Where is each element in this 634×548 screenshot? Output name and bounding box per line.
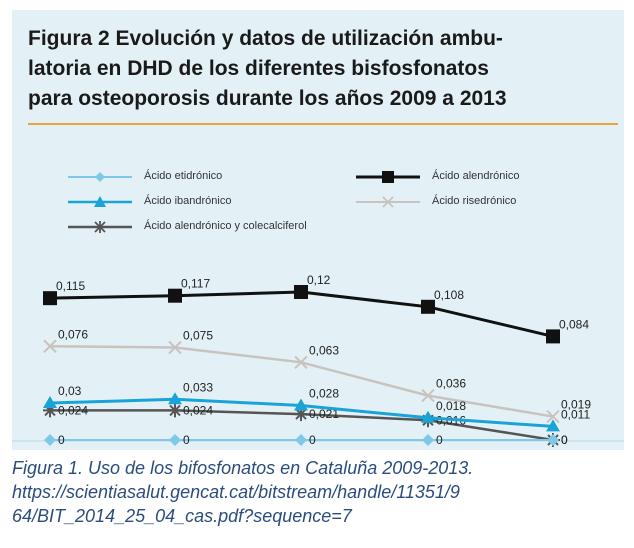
data-point-acido-etidronico (422, 434, 434, 446)
data-point-acido-alendronico (421, 299, 435, 314)
data-point-acido-risedronico (43, 339, 57, 353)
caption-line: https://scientiasalut.gencat.cat/bitstre… (12, 482, 460, 502)
figure-title-line: Figura 2 Evolución y datos de utilizació… (28, 27, 503, 50)
data-point-acido-alendronico (294, 285, 308, 299)
data-label-acido-alendronico-y-colecalciferol: 0,024 (58, 403, 88, 417)
data-point-acido-alendronico (546, 329, 560, 344)
data-point-acido-risedronico (294, 355, 308, 370)
data-label-acido-ibandronico: 0,03 (58, 384, 82, 398)
data-label-acido-risedronico: 0,076 (58, 327, 88, 341)
data-point-acido-risedronico (168, 340, 182, 355)
legend-label: Ácido alendrónico y colecalciferol (144, 220, 307, 232)
data-point-acido-ibandronico (546, 419, 560, 432)
data-label-acido-alendronico: 0,12 (307, 273, 331, 287)
data-point-acido-etidronico (547, 434, 559, 446)
figure-title-line: latoria en DHD de los diferentes bisfosf… (28, 57, 489, 80)
data-point-acido-etidronico (169, 434, 181, 446)
legend-swatch-risedronico (356, 196, 420, 208)
legend-label: Ácido risedrónico (432, 195, 517, 207)
series-acido-risedronico: 0,076 0,075 0,063 0,036 0,019 (43, 327, 591, 424)
figure-title-line: para osteoporosis durante los años 2009 … (28, 87, 507, 110)
data-label-acido-ibandronico: 0,033 (183, 380, 213, 394)
data-label-acido-ibandronico: 0,028 (309, 386, 339, 400)
data-label-acido-etidronico: 0 (561, 433, 568, 447)
legend-swatch-etidronico (68, 172, 132, 182)
series-acido-alendronico: 0,115 0,117 0,12 0,108 0,084 (43, 273, 589, 344)
data-point-acido-ibandronico (421, 410, 435, 423)
data-point-acido-etidronico (295, 434, 307, 446)
series-acido-etidronico: 0 0 0 0 0 (44, 433, 568, 447)
data-point-acido-risedronico (546, 409, 560, 424)
figure-panel: Figura 2 Evolución y datos de utilizació… (12, 10, 624, 450)
data-point-acido-ibandronico (168, 392, 182, 405)
legend-label: Ácido alendrónico (432, 170, 520, 182)
legend-swatch-alendronico-colecalciferol (68, 221, 132, 233)
data-label-acido-alendronico-y-colecalciferol: 0,021 (309, 407, 339, 421)
data-label-acido-risedronico: 0,063 (309, 343, 339, 357)
data-label-acido-ibandronico: 0,011 (561, 407, 590, 421)
data-label-acido-etidronico: 0 (436, 433, 443, 447)
data-label-acido-risedronico: 0,036 (436, 377, 466, 391)
data-point-acido-ibandronico (43, 396, 57, 408)
figure-title: Figura 2 Evolución y datos de utilizació… (28, 24, 618, 114)
data-point-acido-alendronico (168, 288, 182, 303)
data-point-acido-alendronico (43, 291, 57, 306)
legend-swatch-alendronico (356, 171, 420, 183)
caption-line: 64/BIT_2014_25_04_cas.pdf?sequence=7 (12, 506, 352, 526)
data-label-acido-alendronico: 0,115 (56, 279, 85, 293)
data-label-acido-alendronico-y-colecalciferol: 0 (561, 433, 568, 447)
data-point-acido-alendronico-y-colecalciferol (168, 403, 182, 418)
data-label-acido-alendronico-y-colecalciferol: 0,024 (183, 403, 213, 417)
data-label-acido-ibandronico: 0,018 (436, 399, 466, 413)
caption-line: Figura 1. Uso de los bifosfonatos en Cat… (12, 458, 474, 478)
data-label-acido-alendronico: 0,084 (559, 317, 589, 331)
data-label-acido-alendronico: 0,108 (434, 288, 464, 302)
data-label-acido-etidronico: 0 (183, 433, 190, 447)
legend-label: Ácido etidrónico (144, 170, 223, 182)
data-point-acido-etidronico (44, 434, 56, 446)
legend-label: Ácido ibandrónico (144, 195, 232, 207)
data-point-acido-risedronico (421, 388, 435, 403)
data-label-acido-risedronico: 0,075 (183, 329, 213, 343)
data-label-acido-risedronico: 0,019 (561, 398, 591, 412)
line-chart: 0,076 0,075 0,063 0,036 0,019 0,024 0,024 0,021… (12, 273, 624, 447)
data-point-acido-alendronico-y-colecalciferol (43, 403, 57, 418)
data-label-acido-alendronico: 0,117 (181, 277, 210, 291)
figure-caption: Figura 1. Uso de los bifosfonatos en Cat… (12, 456, 624, 528)
series-acido-ibandronico: 0,03 0,033 0,028 0,018 0,011 (43, 380, 590, 432)
data-point-acido-alendronico-y-colecalciferol (294, 407, 308, 422)
title-underline (28, 123, 618, 125)
legend-swatch-ibandronico (68, 196, 132, 207)
data-label-acido-etidronico: 0 (309, 433, 316, 447)
data-point-acido-ibandronico (294, 398, 308, 411)
data-label-acido-etidronico: 0 (58, 433, 65, 447)
